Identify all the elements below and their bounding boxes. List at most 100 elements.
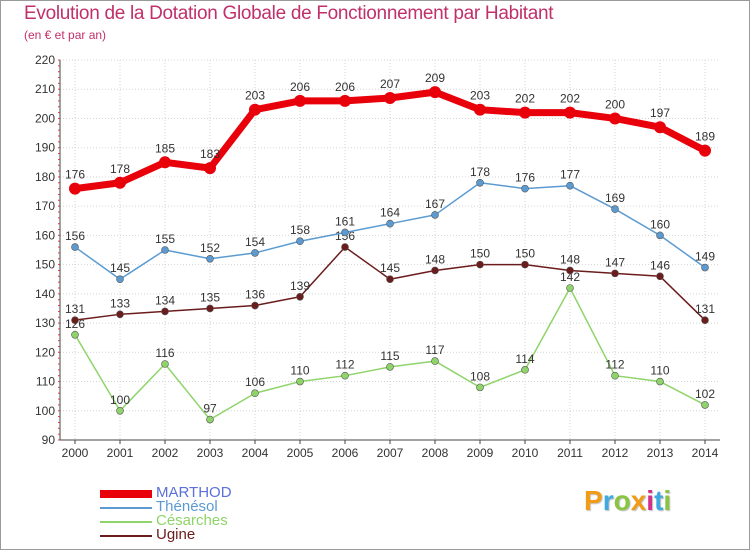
data-point — [161, 246, 169, 254]
data-label: 206 — [290, 80, 310, 94]
data-label: 112 — [605, 358, 624, 372]
data-label: 161 — [335, 214, 355, 228]
data-label: 176 — [515, 171, 535, 185]
y-tick-label: 170 — [35, 199, 55, 213]
data-point — [701, 316, 709, 324]
data-point — [339, 94, 351, 107]
data-point — [386, 275, 394, 284]
x-tick-label: 2003 — [197, 446, 224, 460]
data-label: 209 — [425, 71, 445, 85]
chart-subtitle: (en € et par an) — [24, 28, 107, 42]
data-point — [611, 269, 619, 278]
y-tick-label: 90 — [42, 433, 56, 447]
legend-label: Césarches — [156, 512, 228, 529]
data-label: 131 — [695, 302, 715, 316]
data-label: 114 — [515, 352, 534, 366]
data-label: 110 — [290, 364, 309, 378]
data-label: 185 — [155, 141, 175, 155]
data-label: 203 — [470, 89, 490, 103]
data-point — [116, 275, 124, 284]
data-point — [476, 178, 484, 187]
data-point — [116, 406, 124, 415]
data-label: 197 — [650, 106, 670, 120]
y-tick-label: 200 — [35, 111, 55, 125]
data-point — [161, 307, 169, 316]
data-point — [204, 162, 216, 175]
x-tick-label: 2006 — [332, 446, 359, 460]
y-tick-label: 100 — [35, 404, 55, 418]
data-point — [521, 366, 529, 374]
data-label: 202 — [560, 92, 580, 106]
data-point — [476, 260, 484, 269]
data-label: 183 — [200, 147, 220, 161]
data-point — [341, 371, 349, 380]
data-point — [384, 92, 396, 104]
data-label: 154 — [245, 235, 265, 249]
data-label: 177 — [560, 168, 580, 182]
data-point — [251, 389, 259, 398]
data-point — [69, 182, 81, 195]
y-tick-label: 110 — [36, 375, 55, 389]
data-point — [341, 243, 349, 251]
data-point — [296, 377, 304, 386]
legend-swatch — [100, 507, 152, 509]
data-label: 106 — [245, 375, 265, 389]
x-tick-label: 2014 — [692, 446, 719, 460]
y-tick-label: 120 — [35, 345, 55, 359]
data-point — [609, 112, 621, 125]
x-tick-label: 2010 — [512, 446, 539, 460]
x-tick-label: 2004 — [242, 446, 269, 460]
data-label: 145 — [110, 261, 130, 275]
data-label: 146 — [650, 258, 670, 272]
legend-swatch — [100, 521, 152, 523]
legend-label: Ugine — [156, 526, 196, 543]
data-point — [474, 103, 486, 116]
x-tick-label: 2005 — [287, 446, 314, 460]
x-tick-label: 2013 — [647, 446, 674, 460]
data-point — [521, 260, 529, 269]
legend-label: MARTHOD — [156, 484, 232, 501]
y-tick-label: 140 — [35, 287, 55, 301]
data-point — [206, 415, 214, 424]
data-label: 100 — [110, 393, 130, 407]
data-point — [71, 330, 79, 339]
y-tick-label: 190 — [35, 141, 55, 155]
x-tick-label: 2002 — [152, 446, 179, 460]
data-point — [71, 243, 79, 251]
data-point — [566, 181, 574, 190]
data-point — [519, 106, 531, 119]
data-point — [429, 86, 441, 99]
data-point — [114, 176, 126, 189]
y-tick-label: 130 — [35, 316, 55, 330]
data-label: 156 — [65, 229, 85, 243]
data-point — [566, 284, 574, 292]
data-label: 145 — [380, 261, 400, 275]
data-label: 203 — [245, 89, 265, 103]
proxiti-logo: Proxiti — [584, 485, 672, 516]
data-label: 206 — [335, 80, 355, 94]
x-tick-label: 2008 — [422, 446, 449, 460]
data-label: 110 — [650, 364, 669, 378]
data-point — [656, 272, 664, 281]
data-point — [296, 292, 304, 301]
data-label: 112 — [335, 358, 354, 372]
x-tick-label: 2009 — [467, 446, 494, 460]
data-label: 207 — [380, 77, 400, 91]
data-point — [341, 228, 349, 237]
data-label: 139 — [290, 279, 310, 293]
data-point — [159, 156, 171, 169]
data-point — [564, 106, 576, 119]
data-label: 148 — [560, 252, 580, 266]
data-point — [249, 103, 261, 116]
data-label: 116 — [155, 346, 174, 360]
x-tick-label: 2000 — [62, 446, 89, 460]
data-label: 176 — [65, 168, 85, 182]
data-point — [206, 304, 214, 313]
x-tick-label: 2007 — [377, 446, 404, 460]
data-label: 108 — [470, 369, 490, 383]
data-label: 117 — [425, 343, 444, 357]
data-point — [611, 371, 619, 380]
data-label: 200 — [605, 97, 625, 111]
